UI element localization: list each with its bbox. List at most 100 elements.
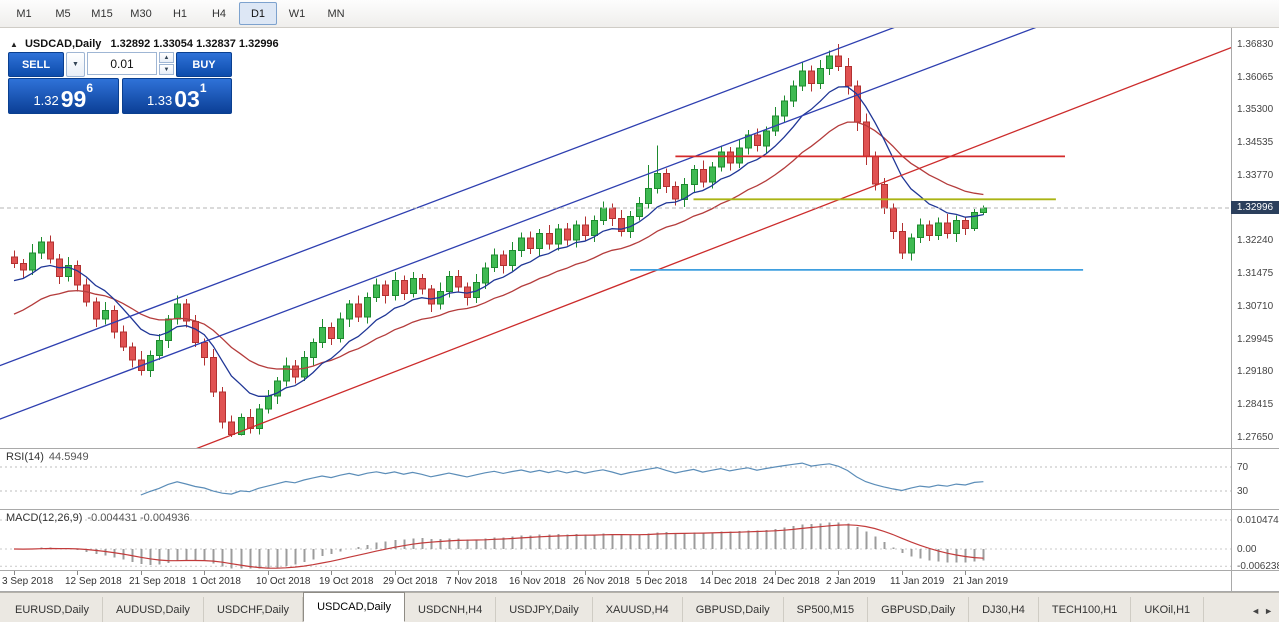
date-label: 16 Nov 2018 (509, 576, 566, 587)
date-label: 10 Oct 2018 (256, 576, 311, 587)
date-tick (902, 571, 903, 575)
chart-ohlc-values: 1.32892 1.33054 1.32837 1.32996 (110, 38, 279, 50)
chart-tab-ukoil-h1[interactable]: UKOil,H1 (1131, 597, 1205, 622)
price-axis-label: 1.33770 (1237, 170, 1274, 181)
timeframe-button-h1[interactable]: H1 (172, 7, 188, 20)
macd-signal-line (13, 524, 984, 569)
chart-tab-usdjpy-daily[interactable]: USDJPY,Daily (496, 597, 593, 622)
chart-tab-dj30-h4[interactable]: DJ30,H4 (969, 597, 1039, 622)
tab-scroll-right-icon[interactable]: ► (1264, 606, 1273, 616)
date-label: 29 Oct 2018 (383, 576, 438, 587)
ask-pips: 03 (174, 86, 200, 112)
sell-button[interactable]: SELL (8, 52, 64, 77)
main-chart (0, 28, 1231, 448)
timeframe-button-m15[interactable]: M15 (91, 7, 113, 20)
date-label: 11 Jan 2019 (890, 576, 945, 587)
ask-base: 1.33 (146, 93, 173, 108)
date-label: 14 Dec 2018 (700, 576, 757, 587)
date-tick (838, 571, 839, 575)
rsi-axis-label: 70 (1237, 462, 1249, 473)
date-tick (585, 571, 586, 575)
rsi-value: 44.5949 (48, 451, 89, 463)
tab-scroll-controls: ◄ ► (1251, 606, 1277, 622)
rsi-line (140, 462, 984, 496)
chart-tab-usdchf-daily[interactable]: USDCHF,Daily (204, 597, 304, 622)
price-axis-label: 1.29180 (1237, 366, 1274, 377)
date-tick (77, 571, 78, 575)
date-label: 2 Jan 2019 (826, 576, 876, 587)
lot-dropdown-button[interactable]: ▼ (66, 52, 85, 77)
chevron-down-icon: ▼ (72, 61, 79, 68)
panel-separator[interactable] (0, 448, 1279, 449)
spinner-up-icon[interactable]: ▲ (159, 52, 174, 63)
bid-point: 6 (86, 81, 94, 95)
chart-title: ▲ USDCAD,Daily 1.32892 1.33054 1.32837 1… (10, 38, 279, 50)
chart-tab-bar: EURUSD,Daily AUDUSD,Daily USDCHF,Daily USDC… (0, 592, 1279, 622)
chart-tab-eurusd-daily[interactable]: EURUSD,Daily (2, 597, 103, 622)
trendline-red[interactable] (177, 28, 1231, 448)
date-tick (521, 571, 522, 575)
price-axis-label: 1.31475 (1237, 268, 1274, 279)
timeframe-button-h4[interactable]: H4 (211, 7, 227, 20)
date-label: 21 Sep 2018 (129, 576, 186, 587)
timeframe-button-mn[interactable]: MN (327, 7, 345, 20)
date-tick (458, 571, 459, 575)
date-tick (395, 571, 396, 575)
price-axis-line (1231, 28, 1232, 591)
one-click-trading-widget: SELL ▼ 0.01 ▲ ▼ BUY 1.32 99 6 1.33 03 1 (8, 52, 232, 114)
macd-axis-label: 0.010474 (1237, 515, 1279, 526)
chart-tab-xauusd-h4[interactable]: XAUUSD,H4 (593, 597, 683, 622)
tab-scroll-left-icon[interactable]: ◄ (1251, 606, 1261, 616)
macd-label: MACD(12,26,9) -0.004431 -0.004936 (6, 512, 190, 524)
chart-tab-usdcnh-h4[interactable]: USDCNH,H4 (405, 597, 497, 622)
macd-panel (0, 519, 1231, 569)
price-axis-label: 1.36830 (1237, 39, 1274, 50)
chart-symbol-period: USDCAD,Daily (24, 38, 102, 50)
macd-axis-label: 0.00 (1237, 544, 1257, 555)
bid-price-panel[interactable]: 1.32 99 6 (8, 78, 119, 114)
price-axis-label: 1.27650 (1237, 432, 1274, 443)
date-label: 5 Dec 2018 (636, 576, 688, 587)
buy-button[interactable]: BUY (176, 52, 232, 77)
price-axis-label: 1.35300 (1237, 104, 1274, 115)
trendline-blue-upper[interactable] (0, 28, 1219, 370)
date-label: 26 Nov 2018 (573, 576, 630, 587)
panel-separator[interactable] (0, 570, 1279, 571)
date-label: 3 Sep 2018 (2, 576, 54, 587)
price-axis-label: 1.36065 (1237, 72, 1274, 83)
price-axis-label: 1.34535 (1237, 137, 1274, 148)
lot-size-input[interactable]: 0.01 (87, 52, 157, 75)
panel-separator[interactable] (0, 509, 1279, 510)
price-axis-label: 1.28415 (1237, 399, 1274, 410)
rsi-panel (0, 462, 1231, 496)
timeframe-button-d1[interactable]: D1 (239, 2, 277, 25)
spinner-down-icon[interactable]: ▼ (159, 64, 174, 75)
chart-tab-gbpusd-daily[interactable]: GBPUSD,Daily (683, 597, 784, 622)
chart-tab-gbpusd-daily[interactable]: GBPUSD,Daily (868, 597, 970, 622)
timeframe-button-m30[interactable]: M30 (130, 7, 152, 20)
date-tick (268, 571, 269, 575)
chart-tab-tech100-h1[interactable]: TECH100,H1 (1039, 597, 1132, 622)
bid-base: 1.32 (33, 93, 59, 108)
date-tick (712, 571, 713, 575)
date-tick (965, 571, 966, 575)
ma-fast-line (13, 86, 984, 397)
timeframe-button-m1[interactable]: M1 (16, 7, 32, 20)
rsi-axis-label: 30 (1237, 486, 1249, 497)
price-axis-label: 1.29945 (1237, 334, 1274, 345)
date-label: 1 Oct 2018 (192, 576, 241, 587)
ask-point: 1 (199, 81, 207, 95)
macd-axis-label: -0.006238 (1237, 561, 1279, 572)
chart-tab-sp500-m15[interactable]: SP500,M15 (784, 597, 869, 622)
ask-price-panel[interactable]: 1.33 03 1 (121, 78, 232, 114)
trendline-blue-lower[interactable] (0, 28, 1219, 424)
date-label: 7 Nov 2018 (446, 576, 498, 587)
chart-tab-usdcad-daily[interactable]: USDCAD,Daily (303, 592, 406, 622)
timeframe-button-w1[interactable]: W1 (288, 7, 306, 20)
timeframe-button-m5[interactable]: M5 (55, 7, 71, 20)
date-label: 12 Sep 2018 (65, 576, 122, 587)
collapse-arrow-icon[interactable]: ▲ (10, 40, 18, 49)
chart-tab-audusd-daily[interactable]: AUDUSD,Daily (103, 597, 204, 622)
date-tick (331, 571, 332, 575)
